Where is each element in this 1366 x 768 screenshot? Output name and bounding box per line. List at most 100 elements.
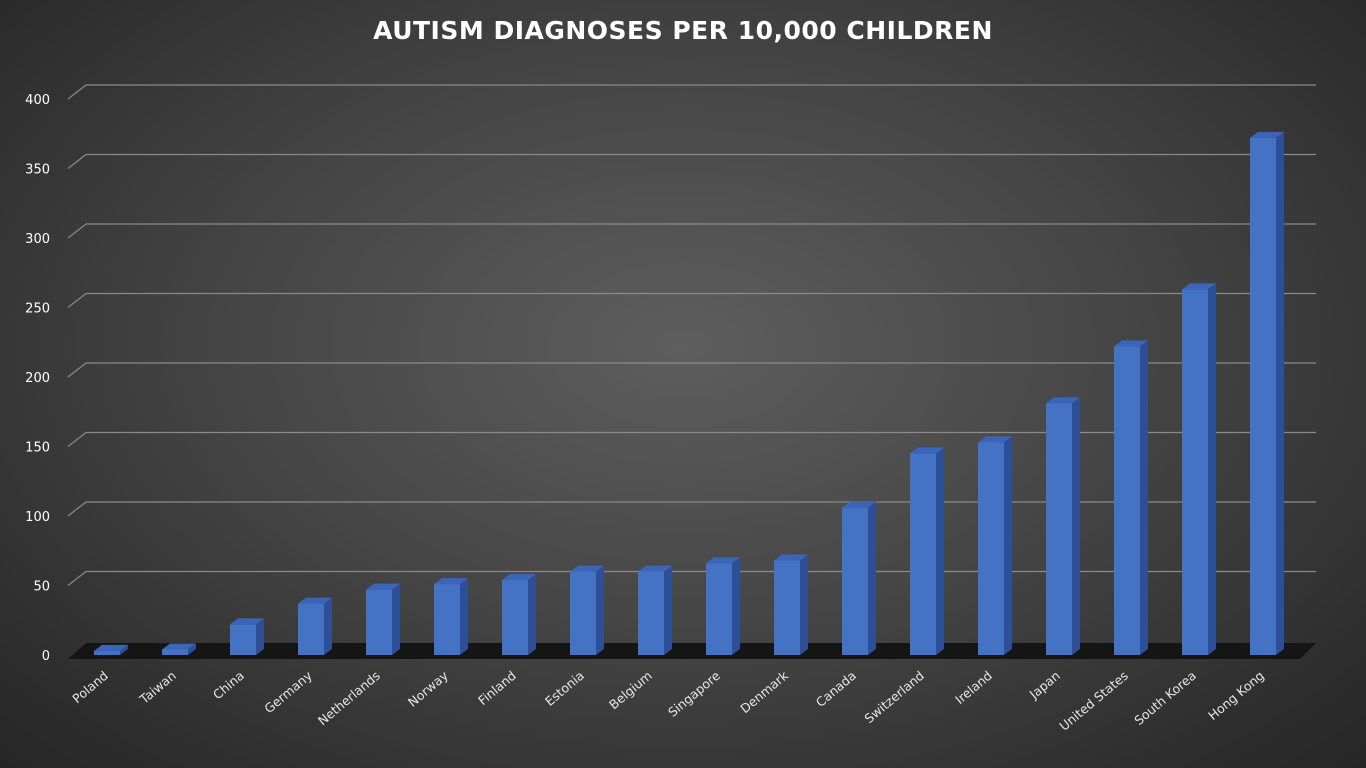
gridline xyxy=(67,501,1316,517)
x-tick-label: Taiwan xyxy=(136,668,179,707)
bar-front xyxy=(434,584,460,655)
y-tick-label: 100 xyxy=(25,510,50,525)
bar-top xyxy=(910,447,944,454)
bar-top xyxy=(434,578,468,585)
bar-top xyxy=(162,643,196,650)
gridline xyxy=(67,223,1316,239)
x-tick-label: China xyxy=(210,668,247,702)
bar-side xyxy=(1276,131,1284,656)
x-tick-label: Netherlands xyxy=(315,668,383,728)
bar xyxy=(162,643,196,655)
bar-front xyxy=(978,442,1004,655)
bar xyxy=(1046,397,1080,655)
bar xyxy=(366,583,400,655)
y-tick-label: 200 xyxy=(25,371,50,386)
y-tick-label: 250 xyxy=(25,302,50,317)
bar-side xyxy=(392,583,400,655)
bar xyxy=(1114,340,1148,655)
bar-front xyxy=(502,579,528,655)
bar-side xyxy=(1072,397,1080,655)
bar-top xyxy=(366,583,400,590)
bar-side xyxy=(800,554,808,655)
bar xyxy=(230,618,264,655)
bar-side xyxy=(324,597,332,655)
x-tick-label: Finland xyxy=(475,668,519,708)
x-tick-label: Switzerland xyxy=(861,668,927,726)
bar-front xyxy=(94,650,120,655)
bar-top xyxy=(298,597,332,604)
bar-front xyxy=(1114,346,1140,655)
x-tick-label: Japan xyxy=(1026,668,1063,703)
bar-top xyxy=(94,644,128,651)
bar-front xyxy=(570,571,596,655)
gridline xyxy=(67,431,1316,447)
bar-top xyxy=(570,565,604,572)
x-tick-label: Poland xyxy=(69,668,111,706)
bar-side xyxy=(120,644,128,655)
bars xyxy=(94,131,1284,656)
bar-front xyxy=(1182,289,1208,655)
bar xyxy=(706,557,740,655)
gridline xyxy=(67,153,1316,169)
bar-side xyxy=(664,565,672,655)
x-tick-label: Hong Kong xyxy=(1205,668,1267,723)
bar-top xyxy=(1046,397,1080,404)
bar-front xyxy=(842,507,868,655)
bar xyxy=(1182,283,1216,655)
bar xyxy=(434,578,468,655)
bar xyxy=(298,597,332,655)
y-tick-label: 150 xyxy=(25,441,50,456)
bar-front xyxy=(910,453,936,655)
bar-top xyxy=(842,501,876,508)
gridline xyxy=(67,362,1316,378)
bar xyxy=(1250,131,1284,656)
gridline xyxy=(67,570,1316,586)
bar-side xyxy=(1140,340,1148,655)
bar-side xyxy=(732,557,740,655)
x-tick-label: Singapore xyxy=(665,668,723,720)
gridline xyxy=(67,292,1316,308)
x-tick-label: United States xyxy=(1056,668,1130,734)
bar-front xyxy=(366,589,392,655)
bar-top xyxy=(706,557,740,564)
bar-side xyxy=(868,501,876,655)
bar-side xyxy=(460,578,468,655)
x-tick-label: South Korea xyxy=(1131,668,1199,728)
bar-top xyxy=(1182,283,1216,290)
bar xyxy=(94,644,128,655)
x-tick-label: Canada xyxy=(813,668,859,710)
x-tick-label: Estonia xyxy=(542,668,587,709)
bar-front xyxy=(162,649,188,655)
gridline xyxy=(67,84,1316,100)
bar-top xyxy=(978,436,1012,443)
bar-top xyxy=(638,565,672,572)
bar-side xyxy=(1208,283,1216,655)
bar-front xyxy=(298,603,324,655)
x-tick-label: Norway xyxy=(405,667,451,709)
x-tick-label: Denmark xyxy=(737,667,791,716)
y-tick-label: 400 xyxy=(25,93,50,108)
bar xyxy=(570,565,604,655)
bar-side xyxy=(936,447,944,655)
bar-front xyxy=(1250,137,1276,656)
bar xyxy=(978,436,1012,655)
y-tick-label: 350 xyxy=(25,163,50,178)
bar xyxy=(774,554,808,655)
bar-front xyxy=(706,563,732,655)
bar-side xyxy=(188,643,196,655)
y-tick-label: 50 xyxy=(33,580,50,595)
bar xyxy=(910,447,944,655)
bar-side xyxy=(256,618,264,655)
bar-side xyxy=(528,573,536,655)
bar-front xyxy=(638,571,664,655)
x-tick-label: Germany xyxy=(261,667,315,716)
y-tick-label: 0 xyxy=(42,649,50,664)
chart-title: AUTISM DIAGNOSES PER 10,000 CHILDREN xyxy=(373,16,993,45)
gridlines xyxy=(67,84,1316,586)
bar xyxy=(502,573,536,655)
bar-top xyxy=(1250,131,1284,138)
x-tick-label: Belgium xyxy=(606,668,655,712)
bar-side xyxy=(1004,436,1012,655)
